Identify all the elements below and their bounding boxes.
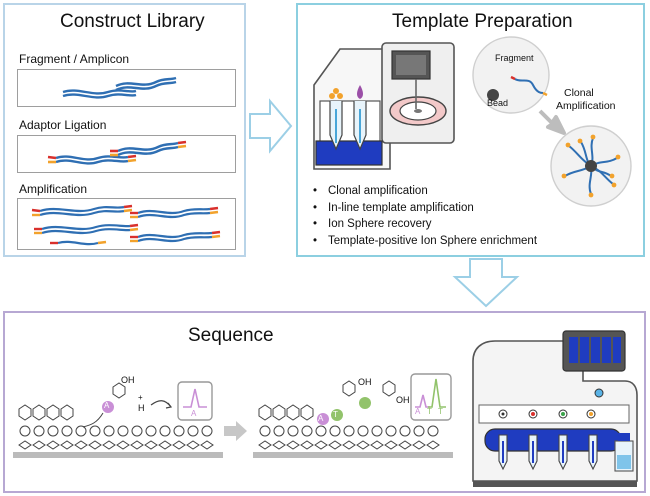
oh-label-right-1: OH: [358, 377, 372, 387]
nucleotide-t-label-right: T: [333, 410, 338, 419]
bullet-clonal-amplification: Clonal amplification: [313, 183, 537, 200]
arrow-down-right-icon: [538, 109, 566, 135]
ligated-strands: [47, 140, 187, 165]
clonal-label-line1: Clonal: [564, 87, 594, 99]
incorporation-scene-right: [253, 380, 453, 458]
fragment-strands: [62, 76, 177, 99]
amplification-box: [17, 198, 236, 250]
template-prep-instrument: [313, 42, 455, 170]
sequencer-instrument: [472, 330, 638, 487]
nucleotide-a-label-left: A: [104, 401, 110, 410]
bullet-ion-sphere-recovery: Ion Sphere recovery: [313, 216, 537, 233]
amplification-label: Amplification: [19, 182, 88, 196]
bullet-inline-template-amplification: In-line template amplification: [313, 200, 537, 217]
arrow-down-icon: [452, 258, 520, 308]
clonal-label-line2: Amplification: [556, 100, 616, 112]
adaptor-ligation-box: [17, 135, 236, 173]
fragment-bead-circle: [472, 36, 550, 114]
signal-box-2: [410, 373, 452, 421]
signal-box-1: [177, 381, 213, 421]
fragment-amplicon-box: [17, 69, 236, 107]
signal-1-label-a: A: [191, 409, 197, 418]
signal-2-label-t1: T: [427, 407, 432, 416]
arrow-right-icon: [249, 98, 293, 154]
bullet-template-positive-enrichment: Template-positive Ion Sphere enrichment: [313, 233, 537, 250]
fragment-label: Fragment: [495, 53, 534, 63]
construct-library-title: Construct Library: [60, 11, 205, 32]
h-charge-label: +: [138, 393, 143, 402]
clonal-bead-circle: [550, 125, 632, 207]
template-prep-bullet-list: Clonal amplification In-line template am…: [313, 183, 537, 249]
oh-label-left: OH: [121, 375, 135, 385]
sequence-panel: Sequence OH A H + A: [3, 311, 646, 493]
amplified-strands: [31, 204, 221, 246]
incorporation-scene-left: [13, 382, 223, 458]
h-label: H: [138, 403, 145, 413]
nucleotide-a-label-right: A: [318, 414, 324, 423]
bead-label: Bead: [487, 98, 509, 108]
construct-library-panel: Construct Library Fragment / Amplicon Ad…: [3, 3, 246, 257]
oh-label-right-2: OH: [396, 395, 410, 405]
adaptor-ligation-label: Adaptor Ligation: [19, 118, 107, 132]
arrow-step-icon: [224, 421, 247, 441]
template-preparation-title: Template Preparation: [392, 11, 573, 32]
sequence-title: Sequence: [188, 325, 274, 346]
fragment-amplicon-label: Fragment / Amplicon: [19, 52, 130, 66]
signal-2-label-a: A: [415, 407, 421, 416]
signal-2-label-t2: T: [438, 407, 443, 416]
template-preparation-panel: Template Preparation Fragment Bead Clona…: [296, 3, 645, 257]
